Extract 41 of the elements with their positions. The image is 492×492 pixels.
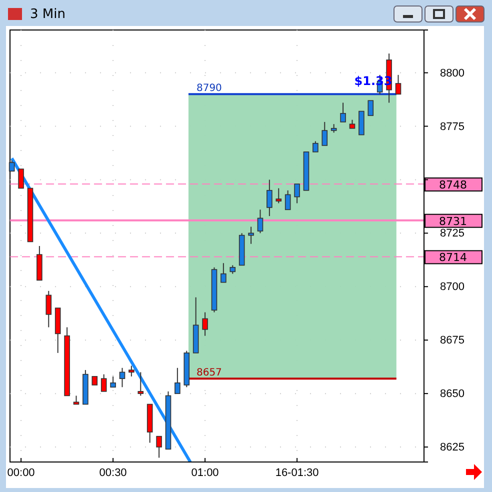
candlestick: [18, 168, 24, 189]
candlestick: [128, 365, 134, 377]
candlestick: [156, 436, 162, 458]
candlestick: [110, 376, 116, 388]
candlestick: [100, 374, 107, 392]
x-tick-label: 01:00: [191, 466, 219, 479]
x-tick-label: 00:00: [7, 466, 35, 479]
candlestick: [358, 110, 364, 136]
candlestick: [138, 372, 144, 396]
y-tick-label: 8650: [440, 388, 464, 400]
y-tick-label: 8625: [440, 442, 464, 454]
y-tick-label: 8675: [440, 334, 464, 347]
candlestick: [312, 140, 318, 152]
x-tick-label: 16-01:30: [275, 466, 319, 479]
ref-line-label: 8714: [439, 251, 467, 264]
y-tick-label: 8725: [440, 228, 464, 240]
candlestick: [248, 226, 254, 244]
x-tick-label: 00:30: [99, 466, 127, 479]
candlestick: [266, 179, 272, 217]
data-label: 8790: [196, 83, 222, 94]
candlestick: [46, 290, 52, 328]
candlestick: [119, 367, 126, 388]
y-tick-label: 8800: [440, 67, 464, 80]
candlestick: [368, 100, 374, 116]
candlestick: [276, 188, 282, 204]
candlestick: [294, 183, 300, 204]
candlestick: [322, 121, 328, 146]
candlestick: [8, 160, 15, 172]
candlestick: [340, 102, 346, 122]
candlestick: [220, 262, 226, 283]
candlestick: [202, 312, 208, 336]
candlestick: [257, 209, 264, 234]
y-tick-label: 8700: [440, 281, 464, 294]
ref-line-label: 8731: [439, 214, 467, 228]
ref-line-label: 8748: [439, 178, 467, 192]
y-tick-label: 8775: [440, 120, 464, 133]
chart-title: 3 Min: [30, 7, 66, 22]
candlestick: [284, 190, 291, 210]
data-label: 8657: [196, 368, 222, 379]
candlestick: [395, 74, 402, 95]
candlestick: [174, 367, 180, 394]
